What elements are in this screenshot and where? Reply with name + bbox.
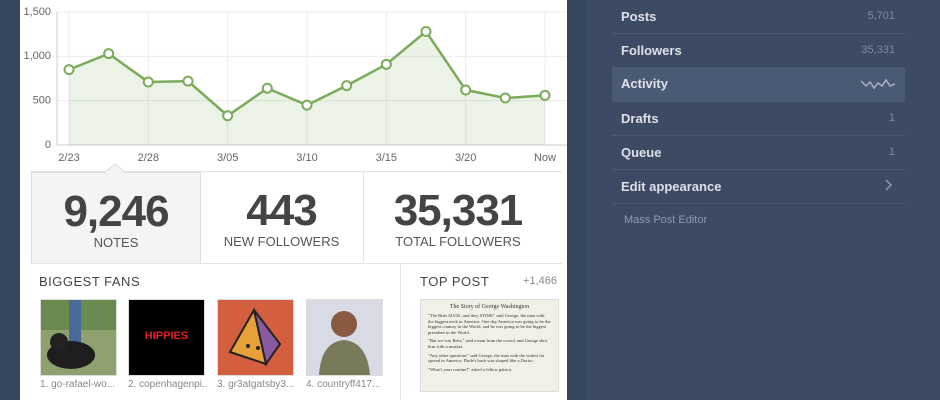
preview-heading: The Story of George Washington bbox=[449, 304, 530, 310]
nav-item[interactable]: Drafts 1 bbox=[612, 102, 905, 136]
stat-box[interactable]: 443 NEW FOLLOWERS bbox=[200, 172, 364, 262]
nav-label: Activity bbox=[621, 76, 668, 91]
point bbox=[103, 48, 115, 60]
fan-name[interactable]: 3. gr3atgatsby3... bbox=[217, 379, 295, 390]
post-notes: +1,466 bbox=[523, 275, 557, 287]
point bbox=[222, 110, 234, 122]
x-tick-label: 2/28 bbox=[138, 152, 159, 164]
avatar-art bbox=[228, 307, 282, 367]
preview-text: "But we was Brits," said a man from the … bbox=[428, 338, 547, 349]
x-tick-label: 3/20 bbox=[455, 152, 476, 164]
preview-text: "Any other questions" said George, the m… bbox=[428, 352, 545, 364]
sidebar: Posts 5,701 Followers 35,331 Activity Draf… bbox=[585, 0, 940, 400]
stat-box[interactable]: 35,331 TOTAL FOLLOWERS bbox=[364, 172, 552, 262]
fan-name[interactable]: 1. go-rafael-wo... bbox=[40, 379, 116, 390]
y-tick-label: 1,500 bbox=[23, 6, 51, 18]
point bbox=[499, 92, 511, 104]
nav-count: 1 bbox=[888, 112, 895, 124]
nav-label: Drafts bbox=[621, 111, 659, 126]
nav-count: 5,701 bbox=[867, 10, 895, 22]
divider bbox=[30, 263, 562, 264]
nav-label: Edit appearance bbox=[621, 179, 722, 194]
stat-value: 9,246 bbox=[63, 187, 169, 236]
nav-item[interactable]: Activity bbox=[612, 67, 905, 102]
nav-label: Queue bbox=[621, 145, 662, 160]
stat-label: TOTAL FOLLOWERS bbox=[395, 234, 521, 249]
pointer bbox=[104, 164, 126, 174]
point bbox=[261, 82, 273, 94]
avatar-art bbox=[41, 300, 116, 375]
point bbox=[63, 64, 75, 76]
point bbox=[301, 99, 313, 111]
nav-count: 1 bbox=[888, 146, 895, 158]
fan-avatar[interactable] bbox=[40, 299, 117, 376]
stat-label: NOTES bbox=[93, 235, 139, 250]
x-tick-label: 2/23 bbox=[58, 152, 79, 164]
footer-link[interactable]: Mass Post Editor bbox=[624, 214, 708, 226]
stat-value: 35,331 bbox=[393, 186, 524, 235]
stats-panel: 0 500 1,000 1,500 2/23 2/28 3/05 3/10 3/15 3/20 No… bbox=[20, 0, 567, 400]
post-preview[interactable]: The Story of George Washington "The Brit… bbox=[420, 299, 559, 392]
nav-label: Posts bbox=[621, 9, 657, 24]
preview-text: "What's your routine?" asked a fellow pa… bbox=[428, 366, 513, 372]
nav-item[interactable]: Posts 5,701 bbox=[612, 0, 905, 34]
x-tick-label: Now bbox=[534, 152, 556, 164]
fan-avatar[interactable] bbox=[306, 299, 383, 376]
point bbox=[539, 89, 551, 101]
x-tick-label: 3/10 bbox=[296, 152, 317, 164]
y-tick-label: 1,000 bbox=[23, 50, 51, 62]
x-tick-label: 3/15 bbox=[376, 152, 397, 164]
nav-item[interactable]: Followers 35,331 bbox=[612, 34, 905, 68]
y-tick-label: 0 bbox=[45, 139, 51, 151]
activity-icon bbox=[861, 78, 895, 90]
nav-item[interactable]: Queue 1 bbox=[612, 136, 905, 170]
fan-avatar[interactable]: HIPPIES bbox=[128, 299, 205, 376]
y-tick-label: 500 bbox=[33, 95, 51, 107]
point bbox=[460, 84, 472, 96]
nav-item[interactable]: Edit appearance bbox=[612, 170, 905, 204]
nav-count: 35,331 bbox=[861, 44, 895, 56]
nav-label: Followers bbox=[621, 43, 682, 58]
section-title: TOP POST bbox=[420, 274, 490, 289]
point bbox=[341, 80, 353, 92]
point bbox=[420, 26, 432, 38]
x-tick-label: 3/05 bbox=[217, 152, 238, 164]
avatar-art bbox=[307, 300, 382, 375]
point bbox=[142, 76, 154, 88]
area bbox=[69, 31, 545, 145]
section-title: BIGGEST FANS bbox=[39, 274, 141, 289]
fan-name[interactable]: 2. copenhagenpi... bbox=[128, 379, 208, 390]
chevron bbox=[885, 179, 893, 191]
point bbox=[380, 58, 392, 70]
divider bbox=[400, 264, 401, 400]
chart: 0 500 1,000 1,500 2/23 2/28 3/05 3/10 3/15 3/20 No… bbox=[23, 6, 567, 164]
fan-avatar[interactable] bbox=[217, 299, 294, 376]
preview-text: "The Brits SUCK, and they STINK" said Ge… bbox=[428, 313, 551, 335]
stat-box[interactable]: 9,246 NOTES bbox=[31, 172, 201, 264]
divider bbox=[30, 171, 562, 172]
point bbox=[182, 75, 194, 87]
stat-value: 443 bbox=[246, 186, 317, 235]
avatar-logo: HIPPIES bbox=[144, 330, 189, 342]
stat-label: NEW FOLLOWERS bbox=[223, 234, 340, 249]
fan-name[interactable]: 4. countryff417... bbox=[306, 379, 381, 390]
